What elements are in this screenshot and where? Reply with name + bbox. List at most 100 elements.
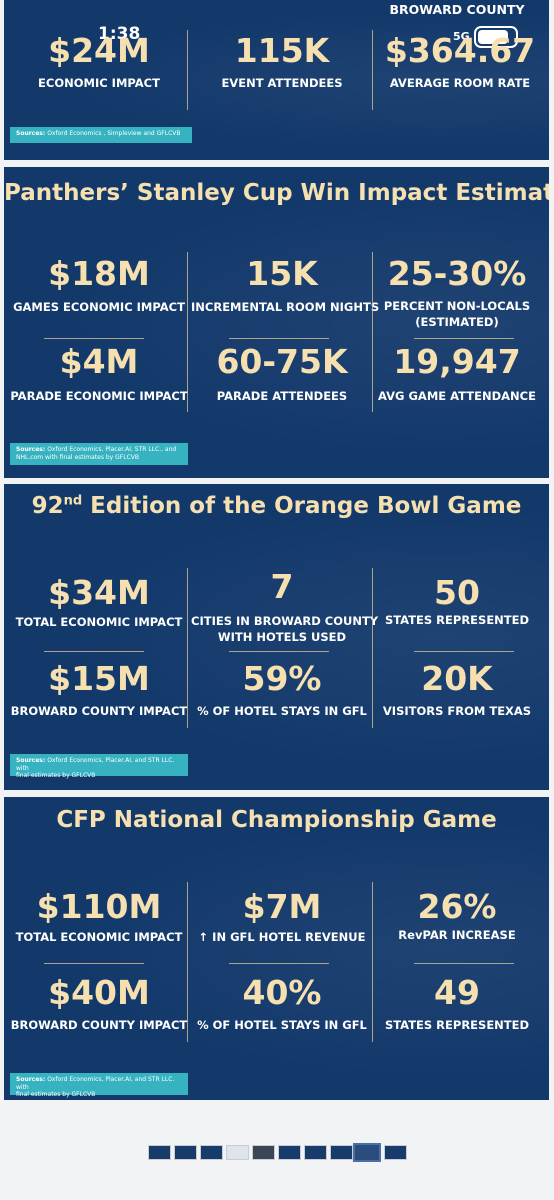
title-number: 92 [31, 493, 64, 519]
stat-value: 50 [434, 573, 480, 612]
slide-thumbnail[interactable] [148, 1145, 171, 1160]
slide-thumbnail-active[interactable] [353, 1143, 381, 1162]
divider [187, 882, 188, 1042]
sources-heading: Sources: [16, 446, 46, 453]
sources-box: Sources: Oxford Economics, Placer.AI, ST… [10, 443, 188, 465]
stat-label: ↑ IN GFL HOTEL REVENUE [198, 930, 366, 944]
stat-label: AVERAGE ROOM RATE [389, 76, 531, 90]
stat-label: PARADE ATTENDEES [216, 389, 348, 403]
stat-label: PERCENT NON-LOCALS [383, 299, 531, 313]
stat-value: $34M [48, 573, 150, 612]
stat-label: BROWARD COUNTY IMPACT [10, 1018, 188, 1032]
stat-value: 26% [417, 887, 497, 926]
title-ordinal: nd [63, 493, 83, 509]
stat-label: ECONOMIC IMPACT [38, 76, 160, 90]
stat-label: VISITORS FROM TEXAS [382, 704, 532, 718]
slide-title: 92nd Edition of the Orange Bowl Game [4, 493, 549, 519]
stat-value: $7M [242, 887, 322, 926]
sources-text: final estimates by GFLCVB [16, 1091, 96, 1098]
stat-label: STATES REPRESENTED [384, 1018, 530, 1032]
slide-thumbnail[interactable] [226, 1145, 249, 1160]
stat-label: INCREMENTAL ROOM NIGHTS [191, 300, 380, 314]
slide-thumbnail[interactable] [330, 1145, 353, 1160]
divider [414, 651, 514, 652]
stat-value: $364.67 [384, 31, 536, 70]
slide-economic-summary: 1:38 BROWARD COUNTY 5G $24M ECONOMIC IMP… [4, 0, 549, 160]
stat-label: TOTAL ECONOMIC IMPACT [15, 930, 183, 944]
slide-orange-bowl: 92nd Edition of the Orange Bowl Game $34… [4, 484, 549, 790]
stat-value: $18M [48, 254, 150, 293]
stat-value: 49 [434, 973, 480, 1012]
stat-label: BROWARD COUNTY IMPACT [10, 704, 188, 718]
divider [44, 963, 144, 964]
slide-thumbnail[interactable] [252, 1145, 275, 1160]
stat-value: $110M [36, 887, 162, 926]
divider [187, 30, 188, 110]
slide-thumbnail[interactable] [304, 1145, 327, 1160]
slide-thumbnail[interactable] [200, 1145, 223, 1160]
divider [414, 338, 514, 339]
divider [229, 338, 329, 339]
stat-value: 59% [242, 659, 322, 698]
stat-label: (ESTIMATED) [415, 315, 499, 329]
sources-text: Oxford Economics, Placer.AI, and STR LLC… [16, 757, 175, 772]
divider [372, 252, 373, 412]
divider [372, 568, 373, 728]
divider [229, 651, 329, 652]
stat-label: AVG GAME ATTENDANCE [378, 389, 536, 403]
stat-label: GAMES ECONOMIC IMPACT [13, 300, 185, 314]
divider [372, 882, 373, 1042]
sources-text: Oxford Economics, Placer.AI, STR LLC., a… [47, 446, 177, 453]
sources-heading: Sources: [16, 1076, 46, 1083]
status-time: 1:38 [98, 24, 141, 44]
slide-cfp-championship: CFP National Championship Game $110M TOT… [4, 797, 549, 1100]
stat-label: EVENT ATTENDEES [221, 76, 343, 90]
network-label: 5G [453, 30, 470, 43]
divider [44, 338, 144, 339]
divider [44, 651, 144, 652]
slide-thumbnail[interactable] [384, 1145, 407, 1160]
slide-stanley-cup: Panthers’ Stanley Cup Win Impact Estimat… [4, 167, 549, 478]
stat-value: 40% [242, 973, 322, 1012]
sources-text: NHL.com with final estimates by GFLCVB [16, 453, 139, 461]
divider [229, 963, 329, 964]
stat-value: $40M [48, 973, 150, 1012]
stat-label: WITH HOTELS USED [217, 630, 347, 644]
sources-heading: Sources: [16, 130, 46, 137]
stat-value: 15K [246, 254, 318, 293]
stat-label: TOTAL ECONOMIC IMPACT [15, 615, 183, 629]
stat-value: 25-30% [387, 254, 527, 293]
sources-box: Sources: Oxford Economics, Placer.AI, an… [10, 754, 188, 779]
stat-label: STATES REPRESENTED [384, 613, 530, 627]
sources-box: Sources: Oxford Economics , Simpleview a… [10, 127, 192, 143]
divider [414, 963, 514, 964]
title-text: Edition of the Orange Bowl Game [82, 493, 522, 519]
stat-label: CITIES IN BROWARD COUNTY [191, 614, 379, 628]
stat-value: 19,947 [393, 342, 521, 381]
stat-value: $15M [48, 659, 150, 698]
battery-icon [474, 26, 518, 48]
slide-thumbnail[interactable] [278, 1145, 301, 1160]
divider [187, 568, 188, 728]
sources-text: final estimates by GFLCVB [16, 772, 96, 779]
region-label: BROWARD COUNTY [389, 2, 525, 17]
slide-thumbnail[interactable] [174, 1145, 197, 1160]
sources-text: Oxford Economics, Placer.AI, and STR LLC… [16, 1076, 175, 1091]
stat-value: 60-75K [216, 342, 348, 381]
stat-label: % OF HOTEL STAYS IN GFL [197, 704, 367, 718]
sources-box: Sources: Oxford Economics, Placer.AI, an… [10, 1073, 188, 1098]
stat-value: $24M [48, 31, 150, 70]
stat-value: $4M [59, 342, 139, 381]
stat-label: RevPAR INCREASE [398, 928, 516, 942]
stat-label: PARADE ECONOMIC IMPACT [10, 389, 188, 403]
slide-title: CFP National Championship Game [56, 807, 497, 833]
divider [187, 252, 188, 412]
divider [372, 30, 373, 110]
stat-value: 7 [270, 567, 294, 606]
sources-heading: Sources: [16, 757, 46, 764]
sources-text: Oxford Economics , Simpleview and GFLCVB [47, 130, 181, 137]
stat-label: % OF HOTEL STAYS IN GFL [197, 1018, 367, 1032]
stat-value: 20K [421, 659, 493, 698]
slide-title: Panthers’ Stanley Cup Win Impact Estimat… [4, 180, 549, 206]
stat-value: 115K [234, 31, 330, 70]
